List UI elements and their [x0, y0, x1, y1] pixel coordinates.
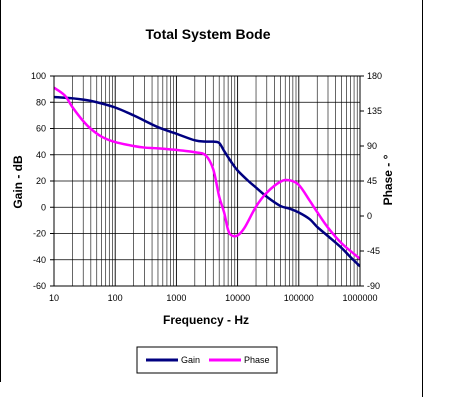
y-right-tick-label: 180 [367, 71, 382, 81]
y-left-tick-label: 60 [36, 124, 46, 134]
legend: Gain Phase [136, 346, 278, 374]
x-tick-label: 1000 [166, 293, 186, 303]
y-left-tick-label: 0 [41, 202, 46, 212]
x-tick-label: 100 [108, 293, 123, 303]
y-left-tick-label: -20 [33, 229, 46, 239]
y-left-tick-label: -40 [33, 255, 46, 265]
y-left-tick-label: 100 [31, 71, 46, 81]
y-axis-left-label: Gain - dB [11, 155, 25, 209]
y-left-tick-label: -60 [33, 281, 46, 291]
series-line-phase [54, 86, 360, 260]
chart-title: Total System Bode [146, 26, 271, 42]
y-left-tick-label: 40 [36, 150, 46, 160]
x-tick-label: 100000 [284, 293, 314, 303]
y-left-tick-label: 80 [36, 97, 46, 107]
series-line-gain [54, 95, 360, 268]
y-right-tick-label: 0 [367, 211, 372, 221]
y-right-tick-label: 45 [367, 176, 377, 186]
x-tick-label: 1000000 [342, 293, 377, 303]
x-tick-label: 10 [49, 293, 59, 303]
y-right-tick-label: -90 [367, 281, 380, 291]
tick-labels: 10 100 1000 10000 100000 1000000-60-40-200204… [31, 71, 382, 303]
x-tick-label: 10000 [225, 293, 250, 303]
y-right-tick-label: 135 [367, 106, 382, 116]
y-right-tick-label: -45 [367, 246, 380, 256]
series-lines [54, 86, 360, 268]
legend-phase-label: Phase [244, 355, 270, 365]
y-left-tick-label: 20 [36, 176, 46, 186]
y-axis-right-label: Phase - ° [381, 154, 395, 205]
y-right-tick-label: 90 [367, 141, 377, 151]
x-axis-label: Frequency - Hz [163, 313, 249, 327]
legend-gain-label: Gain [181, 355, 200, 365]
